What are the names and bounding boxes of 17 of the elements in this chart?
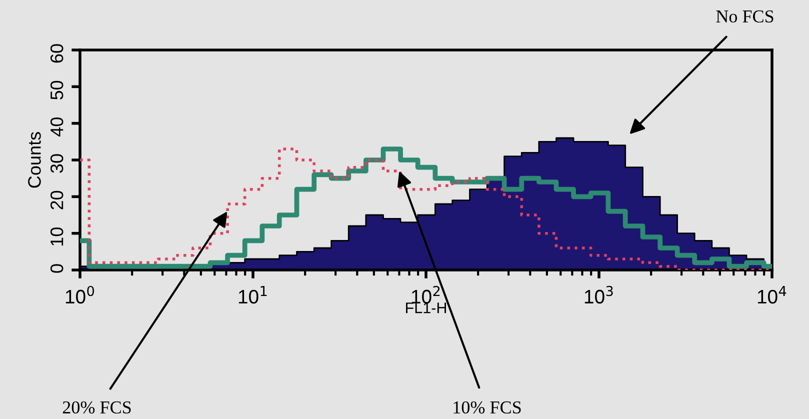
text: No FCS bbox=[716, 10, 774, 23]
x-axis-title: FL1-H bbox=[406, 302, 446, 314]
y-tick-label: 20 bbox=[50, 190, 64, 210]
y-tick-label: 30 bbox=[50, 154, 64, 173]
y-tick-label: 10 bbox=[50, 227, 64, 246]
text: 20% FCS bbox=[62, 401, 131, 414]
x-tick-label: 10$^{0}$ bbox=[66, 286, 94, 304]
y-tick-label: 40 bbox=[50, 117, 64, 136]
x-tick-label: 10$^{3}$ bbox=[584, 286, 613, 304]
x-tick-label: 10$^{1}$ bbox=[238, 286, 267, 304]
y-tick-label: 0 bbox=[50, 264, 64, 273]
y-tick-label: 50 bbox=[50, 80, 64, 100]
x-tick-label: 10$^{4}$ bbox=[758, 286, 786, 304]
y-tick-label: 60 bbox=[50, 44, 64, 63]
y-axis-title: Counts bbox=[28, 132, 41, 188]
text: 10% FCS bbox=[454, 401, 521, 414]
x-tick-label: 10$^{2}$ bbox=[412, 286, 440, 304]
